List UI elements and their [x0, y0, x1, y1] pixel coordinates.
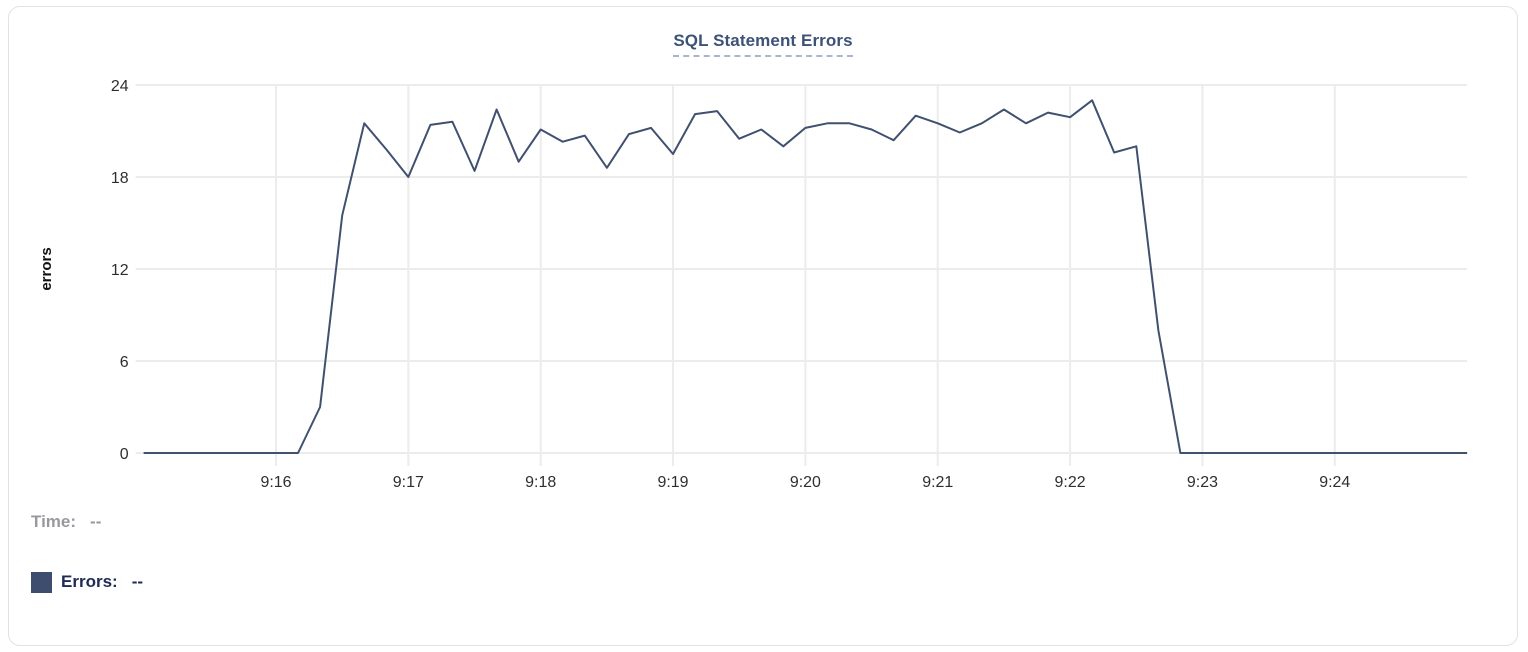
errors-series-line — [143, 99, 1468, 454]
y-tick-label: 6 — [120, 354, 129, 371]
x-tick-label: 9:20 — [790, 474, 821, 491]
chart-header: SQL Statement Errors — [9, 31, 1517, 57]
x-tick-label: 9:24 — [1319, 474, 1350, 491]
x-tick-label: 9:17 — [393, 474, 424, 491]
chart-card: SQL Statement Errors 0 6 12 18 24 9:16 9:17 9:1… — [8, 6, 1518, 646]
errors-series-swatch — [31, 571, 52, 593]
legend-errors-label: Errors: — [61, 572, 118, 591]
x-tick-label: 9:21 — [922, 474, 953, 491]
legend-time-row: Time: -- — [31, 509, 143, 535]
chart-plot-area[interactable]: 0 6 12 18 24 9:16 9:17 9:18 9:19 9:20 9:21 9:22 9:23… — [9, 7, 1517, 507]
y-tick-label: 12 — [111, 262, 129, 279]
legend-errors-value: -- — [131, 572, 144, 591]
chart-title[interactable]: SQL Statement Errors — [673, 31, 853, 57]
y-tick-label: 0 — [120, 446, 129, 463]
x-tick-label: 9:22 — [1055, 474, 1086, 491]
legend-errors-row[interactable]: Errors: -- — [31, 569, 143, 595]
x-tick-label: 9:23 — [1187, 474, 1218, 491]
legend-time-label: Time: — [31, 512, 77, 531]
line-chart[interactable]: 0 6 12 18 24 9:16 9:17 9:18 9:19 9:20 9:21 9:22 9:23… — [9, 7, 1517, 507]
legend-time-value: -- — [90, 512, 102, 531]
y-axis-title: errors — [38, 247, 55, 290]
x-tick-label: 9:18 — [525, 474, 556, 491]
x-tick-label: 9:19 — [658, 474, 689, 491]
y-tick-label: 24 — [111, 78, 129, 95]
chart-legend: Time: -- Errors: -- — [31, 509, 143, 595]
x-tick-label: 9:16 — [260, 474, 291, 491]
y-tick-label: 18 — [111, 170, 129, 187]
